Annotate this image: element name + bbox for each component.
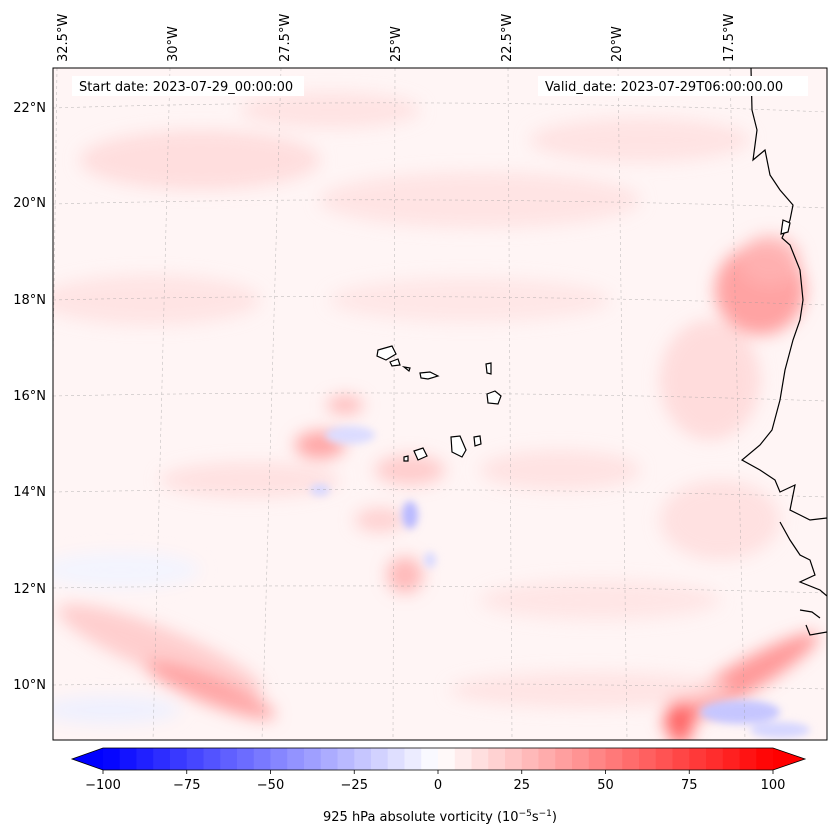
colorbar-segment [387, 748, 406, 770]
lon-label: 17.5°W [722, 14, 737, 62]
lat-label: 16°N [13, 389, 46, 404]
colorbar-segment [438, 748, 456, 770]
longitude-labels: 32.5°W 30°W 27.5°W 25°W 22.5°W 20°W 17.5… [56, 14, 737, 62]
colorbar-segment [421, 748, 439, 770]
colorbar-tick-label: −50 [257, 778, 284, 793]
colorbar-segment [756, 748, 774, 770]
vorticity-negative-cells [310, 426, 810, 738]
colorbar-segment [588, 748, 607, 770]
africa-coastline [740, 68, 827, 636]
colorbar-max-extension [773, 748, 805, 770]
lon-label: 32.5°W [56, 14, 71, 62]
colorbar-segment [488, 748, 506, 770]
latitude-labels: 22°N 20°N 18°N 16°N 14°N 12°N 10°N [13, 101, 46, 693]
colorbar-segment [371, 748, 389, 770]
colorbar-segment [354, 748, 372, 770]
colorbar-segment [119, 748, 138, 770]
colorbar-segment [739, 748, 757, 770]
vorticity-field [53, 92, 819, 740]
colorbar-tick-label: 25 [513, 778, 530, 793]
colorbar-segment [103, 748, 121, 770]
colorbar-min-extension [72, 748, 103, 770]
colorbar-segment [538, 748, 556, 770]
colorbar-segment [655, 748, 674, 770]
colorbar-segment [237, 748, 255, 770]
colorbar-segment [722, 748, 741, 770]
colorbar-segment [136, 748, 154, 770]
colorbar-tick-label: −75 [173, 778, 200, 793]
colorbar-segment [320, 748, 339, 770]
valid-date-label: Valid_date: 2023-07-29T06:00:00.00 [545, 80, 783, 95]
colorbar-segment [186, 748, 205, 770]
colorbar-segment [270, 748, 288, 770]
colorbar-segment [572, 748, 590, 770]
colorbar-tick-label: 50 [597, 778, 614, 793]
graticule [53, 68, 827, 740]
colorbar-segment [521, 748, 540, 770]
island-group [780, 219, 791, 235]
colorbar-label: 925 hPa absolute vorticity (10−5s−1) [323, 809, 557, 825]
lat-label: 12°N [13, 582, 46, 597]
start-date-label: Start date: 2023-07-29_00:00:00 [79, 80, 293, 95]
colorbar-segment [203, 748, 221, 770]
colorbar-ticks: −100 −75 −50 −25 0 25 50 75 100 [85, 770, 785, 793]
map-frame [52, 67, 828, 741]
start-date-box [72, 76, 304, 96]
colorbar-tick-label: 75 [681, 778, 698, 793]
colorbar-tick-label: −25 [341, 778, 368, 793]
lon-label: 30°W [166, 26, 181, 62]
lon-label: 20°W [610, 26, 625, 62]
colorbar: −100 −75 −50 −25 0 25 50 75 100 925 hPa absolute… [70, 747, 807, 825]
colorbar-segments [103, 748, 774, 770]
colorbar-segment [170, 748, 188, 770]
colorbar-segment [505, 748, 523, 770]
colorbar-segment [555, 748, 573, 770]
colorbar-segment [639, 748, 657, 770]
colorbar-segment [672, 748, 690, 770]
colorbar-segment [622, 748, 640, 770]
colorbar-tick-label: 100 [761, 778, 786, 793]
valid-date-box [538, 76, 808, 96]
lon-label: 25°W [389, 26, 404, 62]
colorbar-segment [605, 748, 623, 770]
lat-label: 20°N [13, 196, 46, 211]
colorbar-segment [220, 748, 238, 770]
lat-label: 14°N [13, 485, 46, 500]
colorbar-segment [153, 748, 171, 770]
colorbar-segment [471, 748, 489, 770]
colorbar-segment [287, 748, 305, 770]
colorbar-tick-label: −100 [85, 778, 121, 793]
lon-label: 22.5°W [500, 14, 515, 62]
lon-label: 27.5°W [278, 14, 293, 62]
colorbar-segment [689, 748, 707, 770]
colorbar-segment [337, 748, 355, 770]
colorbar-segment [404, 748, 422, 770]
colorbar-segment [304, 748, 322, 770]
colorbar-tick-label: 0 [434, 778, 442, 793]
cape-verde-islands [376, 345, 502, 462]
lat-label: 10°N [13, 678, 46, 693]
map-panel: Start date: 2023-07-29_00:00:00 Valid_da… [52, 67, 828, 741]
colorbar-segment [454, 748, 473, 770]
colorbar-segment [706, 748, 724, 770]
lat-label: 22°N [13, 101, 46, 116]
lat-label: 18°N [13, 293, 46, 308]
colorbar-segment [253, 748, 272, 770]
